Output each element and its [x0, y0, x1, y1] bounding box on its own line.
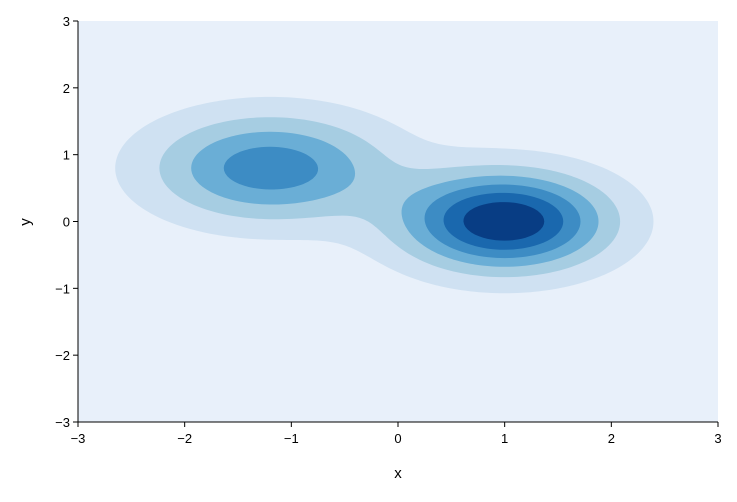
x-tick-label: 2 [608, 431, 615, 446]
x-tick-label: −1 [284, 431, 299, 446]
y-tick-label: 3 [63, 14, 70, 29]
x-tick-label: −2 [177, 431, 192, 446]
x-axis-label: x [394, 465, 402, 482]
contour-region [463, 202, 545, 241]
y-axis-label: y [17, 218, 34, 226]
x-tick-label: 1 [501, 431, 508, 446]
y-tick-label: 2 [63, 81, 70, 96]
x-tick-label: −3 [71, 431, 86, 446]
x-tick-label: 0 [394, 431, 401, 446]
y-tick-label: −2 [55, 348, 70, 363]
y-tick-label: 0 [63, 215, 70, 230]
y-tick-label: −3 [55, 415, 70, 430]
y-tick-label: 1 [63, 148, 70, 163]
x-tick-label: 3 [714, 431, 721, 446]
y-tick-label: −1 [55, 281, 70, 296]
